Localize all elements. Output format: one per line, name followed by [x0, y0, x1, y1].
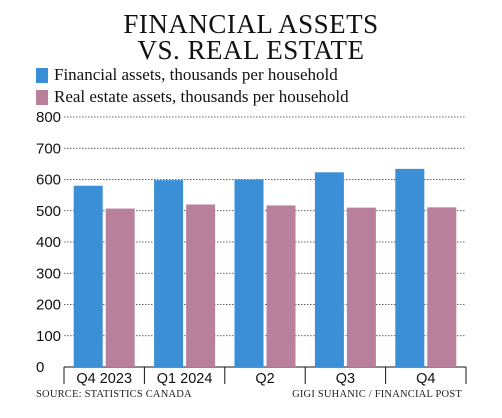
credit-note: GIGI SUHANIC / FINANCIAL POST: [292, 389, 462, 400]
y-tick-label: 0: [36, 359, 44, 376]
source-note: SOURCE: STATISTICS CANADA: [36, 389, 192, 400]
y-tick-label: 800: [36, 109, 61, 126]
bar-financial: [234, 179, 264, 367]
y-tick-label: 200: [36, 297, 61, 314]
bar-real-estate: [105, 208, 135, 367]
bar-real-estate: [186, 204, 216, 367]
y-tick-label: 500: [36, 203, 61, 220]
legend-item-real-estate: Real estate assets, thousands per househ…: [36, 86, 349, 108]
x-tick-label: Q3: [336, 371, 355, 387]
y-tick-label: 100: [36, 328, 61, 345]
bar-financial: [73, 185, 103, 367]
y-tick-label: 700: [36, 140, 61, 157]
x-tick-label: Q1 2024: [157, 371, 213, 387]
x-tick-label: Q2: [255, 371, 274, 387]
chart-title-line1: FINANCIAL ASSETS: [123, 9, 379, 39]
bar-financial: [395, 168, 425, 367]
bar-real-estate: [427, 207, 457, 367]
legend: Financial assets, thousands per househol…: [36, 64, 349, 108]
legend-label-real-estate: Real estate assets, thousands per househ…: [54, 87, 349, 106]
y-tick-label: 300: [36, 265, 61, 282]
chart-title-line2: VS. REAL ESTATE: [137, 35, 365, 65]
legend-label-financial: Financial assets, thousands per househol…: [54, 65, 338, 84]
x-tick-label: Q4 2023: [76, 371, 132, 387]
x-tick-label: Q4: [416, 371, 435, 387]
bar-financial: [154, 180, 184, 367]
legend-swatch-real-estate: [36, 89, 48, 105]
bar-real-estate: [346, 207, 376, 367]
bar-real-estate: [266, 205, 296, 367]
bar-financial: [314, 172, 344, 367]
legend-item-financial: Financial assets, thousands per househol…: [36, 64, 349, 86]
legend-swatch-financial: [36, 67, 48, 83]
y-tick-label: 400: [36, 234, 61, 251]
y-tick-label: 600: [36, 172, 61, 189]
